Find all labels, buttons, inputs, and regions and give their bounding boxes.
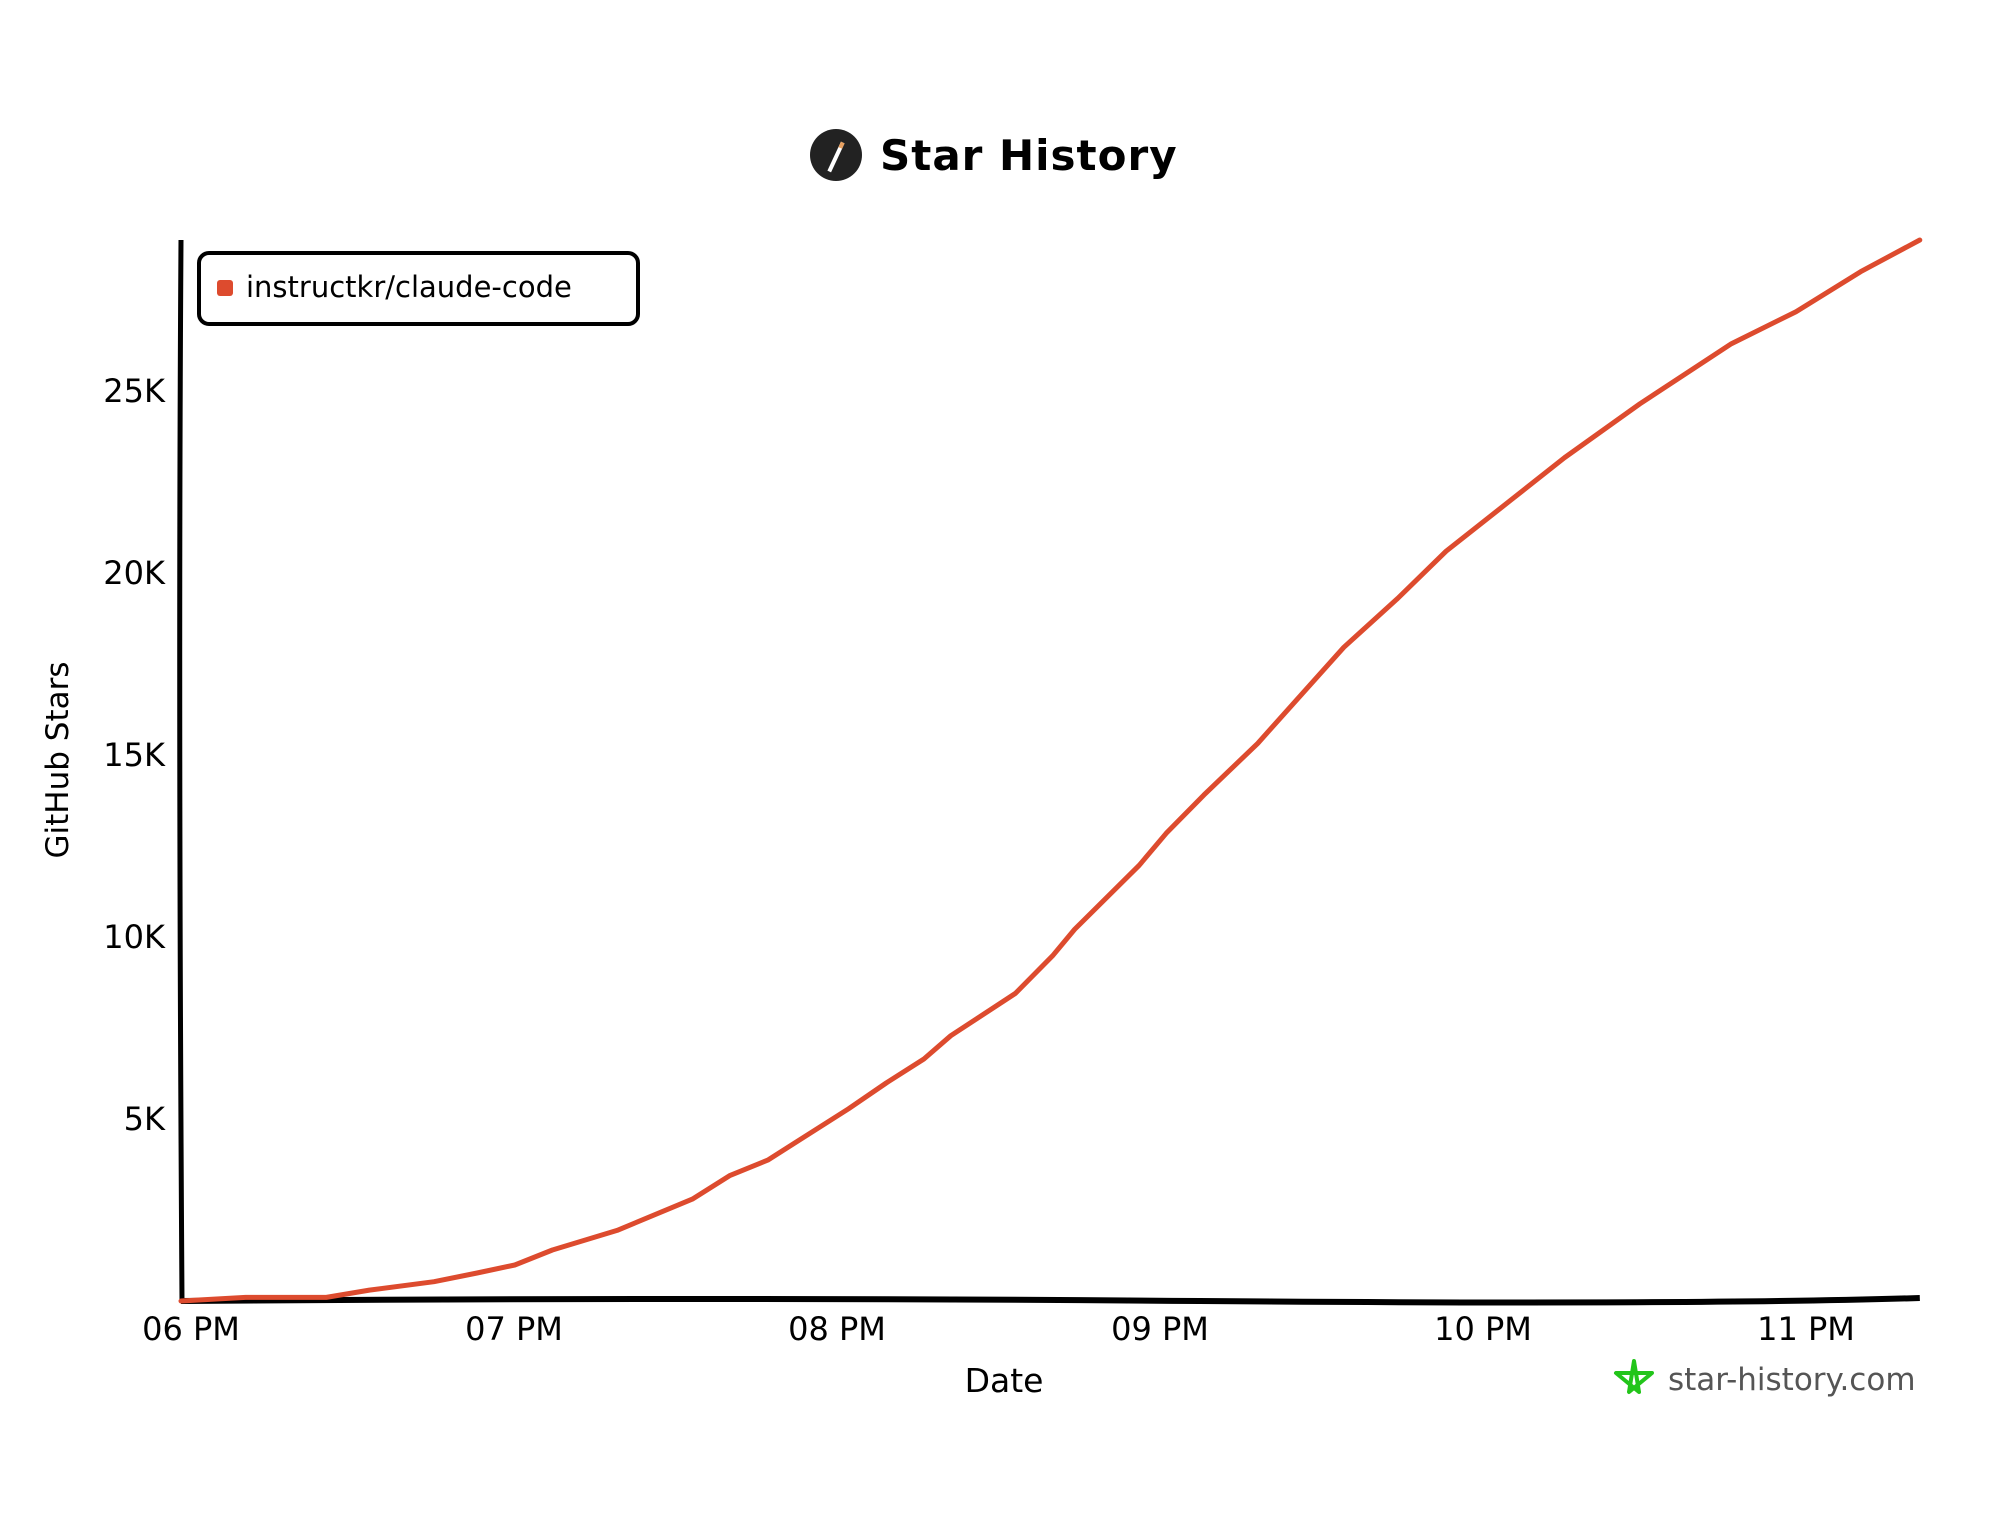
x-axis-label: Date	[965, 1361, 1044, 1400]
chart-title-text: Star History	[880, 130, 1178, 180]
chart-title: Star History	[810, 128, 1178, 182]
legend-box	[197, 251, 640, 326]
x-axis-line	[180, 1295, 1920, 1306]
x-tick-label: 06 PM	[142, 1310, 240, 1348]
y-tick-label: 25K	[103, 372, 166, 410]
data-point	[1563, 456, 1567, 460]
data-point	[324, 1295, 328, 1299]
data-point	[1164, 831, 1168, 835]
data-point	[513, 1263, 517, 1267]
legend-swatch	[217, 280, 233, 296]
data-point	[475, 1271, 479, 1275]
x-tick-label: 11 PM	[1757, 1310, 1855, 1348]
data-point	[847, 1107, 851, 1111]
data-point	[766, 1158, 770, 1162]
pen-icon	[810, 129, 862, 181]
data-point	[615, 1228, 619, 1232]
data-point	[1444, 549, 1448, 553]
x-tick-label: 08 PM	[788, 1310, 886, 1348]
data-point	[949, 1034, 953, 1038]
y-axis-label: GitHub Stars	[40, 661, 76, 858]
data-point	[432, 1280, 436, 1284]
series-line	[178, 237, 1923, 1304]
data-point	[1396, 597, 1400, 601]
data-point	[244, 1295, 248, 1299]
x-tick-label: 10 PM	[1434, 1310, 1532, 1348]
data-point	[690, 1197, 694, 1201]
data-point	[1137, 863, 1141, 867]
y-tick-label: 5K	[124, 1100, 166, 1138]
data-point	[550, 1248, 554, 1252]
data-point	[1202, 793, 1206, 797]
data-point	[1859, 270, 1863, 274]
data-point	[1051, 953, 1055, 957]
watermark: star-history.com	[1612, 1358, 1916, 1402]
data-point	[1073, 927, 1077, 931]
y-tick-label: 20K	[103, 554, 166, 592]
data-point	[1013, 991, 1017, 995]
data-point	[884, 1081, 888, 1085]
x-tick-label: 09 PM	[1111, 1310, 1209, 1348]
data-point	[728, 1173, 732, 1177]
data-point	[1256, 741, 1260, 745]
data-point	[1638, 402, 1642, 406]
x-tick-label: 07 PM	[465, 1310, 563, 1348]
y-tick-label: 10K	[103, 918, 166, 956]
data-point	[1794, 310, 1798, 314]
data-point	[1509, 498, 1513, 502]
y-tick-label: 15K	[103, 736, 166, 774]
data-point	[179, 1299, 183, 1303]
data-point	[1918, 238, 1922, 242]
y-axis-line	[177, 239, 185, 1302]
watermark-text: star-history.com	[1668, 1362, 1916, 1398]
data-point	[1342, 645, 1346, 649]
star-icon	[1614, 1359, 1654, 1394]
data-point	[1729, 342, 1733, 346]
data-point	[367, 1288, 371, 1292]
data-point	[922, 1057, 926, 1061]
legend-label: instructkr/claude-code	[246, 270, 572, 304]
